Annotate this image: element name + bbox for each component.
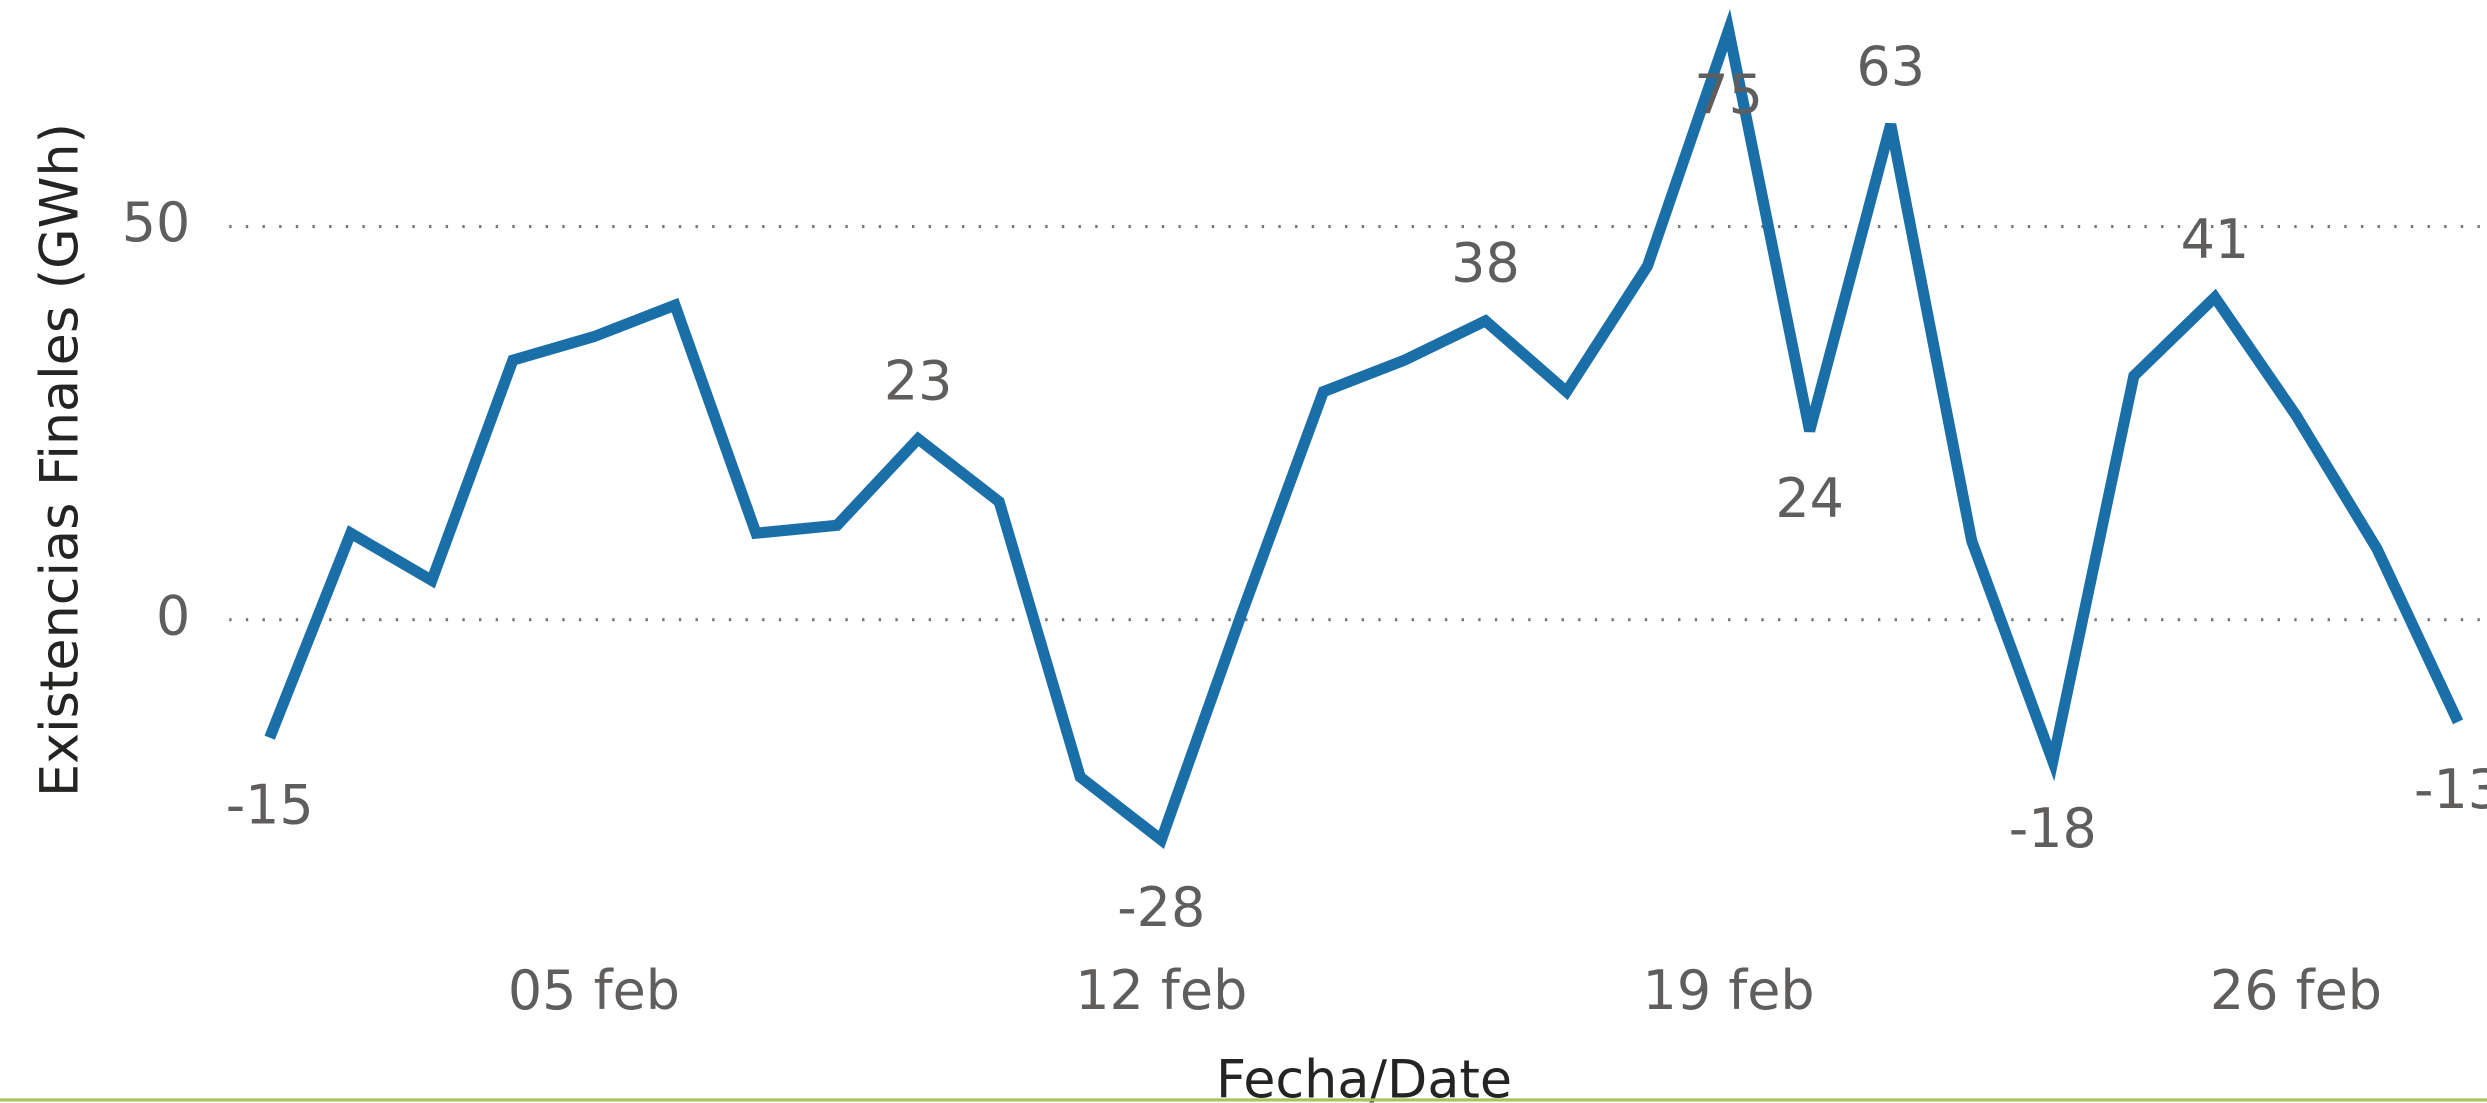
line xyxy=(264,8,2464,849)
data-label: 75 xyxy=(1694,63,1763,126)
x-tick-label: 05 feb xyxy=(508,959,680,1022)
data-label: 63 xyxy=(1856,35,1925,98)
data-label: 24 xyxy=(1775,467,1844,530)
x-tick-label: 19 feb xyxy=(1643,959,1815,1022)
data-label: -15 xyxy=(226,774,314,837)
data-label: -18 xyxy=(2009,797,2097,860)
data-label: 38 xyxy=(1451,232,1520,295)
data-label: -13 xyxy=(2414,758,2487,821)
data-label: 23 xyxy=(884,350,953,413)
x-tick-label: 12 feb xyxy=(1075,959,1247,1022)
y-axis-title: Existencias Finales (GWh) xyxy=(29,123,90,797)
y-tick-label: 50 xyxy=(122,191,191,254)
x-tick-label: 26 feb xyxy=(2210,959,2382,1022)
x-axis-title: Fecha/Date xyxy=(1216,1049,1512,1103)
y-tick-label: 0 xyxy=(156,584,190,647)
data-label: -28 xyxy=(1117,876,1205,939)
data-label: 41 xyxy=(2181,208,2250,271)
